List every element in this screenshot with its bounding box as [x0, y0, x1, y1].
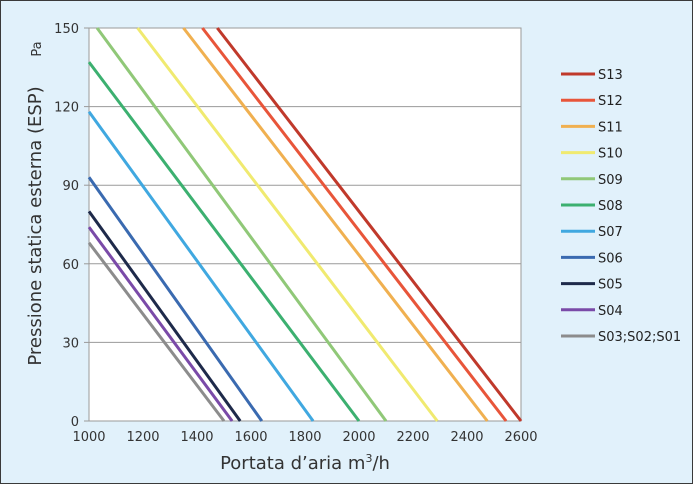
series-line-s08 — [87, 61, 361, 422]
series-lines — [87, 27, 523, 422]
series-line-s03-s02-s01 — [87, 241, 226, 422]
y-tick-label: 60 — [62, 258, 79, 273]
x-axis-title: Portata d’aria m3/h — [220, 452, 390, 474]
legend-label: S10 — [598, 147, 623, 162]
legend-label: S09 — [598, 173, 623, 188]
x-tick-label: 1600 — [234, 430, 267, 445]
x-tick-label: 2400 — [450, 430, 483, 445]
series-line-s13 — [216, 27, 523, 422]
series-line-s05 — [87, 210, 242, 422]
y-tick-label: 150 — [54, 22, 79, 37]
y-tick-labels: 0 30 60 90 120 150 — [54, 22, 89, 430]
x-tick-label: 1000 — [72, 430, 105, 445]
y-unit-label: Pa — [30, 41, 45, 56]
x-axis-title-main: Portata d’aria m — [220, 453, 365, 474]
x-axis-title-tail: /h — [372, 453, 389, 474]
series-line-s10 — [136, 27, 439, 422]
series-line-s09 — [95, 27, 388, 422]
legend-label: S08 — [598, 199, 623, 214]
x-tick-label: 1200 — [126, 430, 159, 445]
legend: S13 S12 S11 S10 S09 S08 S07 S06 S05 S04 S03;S02;S0… — [561, 68, 681, 345]
y-tick-label: 120 — [54, 101, 79, 116]
series-line-s07 — [87, 110, 315, 422]
y-tick-label: 0 — [71, 415, 79, 430]
x-tick-label: 2600 — [504, 430, 537, 445]
y-tick-label: 30 — [62, 336, 79, 351]
legend-label: S06 — [598, 251, 623, 266]
x-tick-label: 1800 — [288, 430, 321, 445]
x-tick-label: 2000 — [342, 430, 375, 445]
series-line-s04 — [87, 226, 234, 422]
x-tick-label: 2200 — [396, 430, 429, 445]
legend-label: S12 — [598, 94, 623, 109]
series-line-s12 — [201, 27, 508, 422]
legend-label: S05 — [598, 278, 623, 293]
plot-area — [88, 27, 522, 422]
series-line-s06 — [87, 176, 264, 422]
x-tick-labels: 1000 1200 1400 1600 1800 2000 2200 2400 2600 — [72, 430, 537, 445]
legend-label: S13 — [598, 68, 623, 83]
legend-label: S07 — [598, 225, 623, 240]
legend-label: S04 — [598, 304, 623, 319]
legend-label: S11 — [598, 120, 623, 135]
y-tick-label: 90 — [62, 179, 79, 194]
legend-label: S03;S02;S01 — [598, 330, 681, 345]
x-tick-label: 1400 — [180, 430, 213, 445]
x-axis-title-sup: 3 — [365, 452, 372, 465]
y-axis-title: Pressione statica esterna (ESP) — [25, 86, 46, 365]
series-line-s11 — [182, 27, 489, 422]
